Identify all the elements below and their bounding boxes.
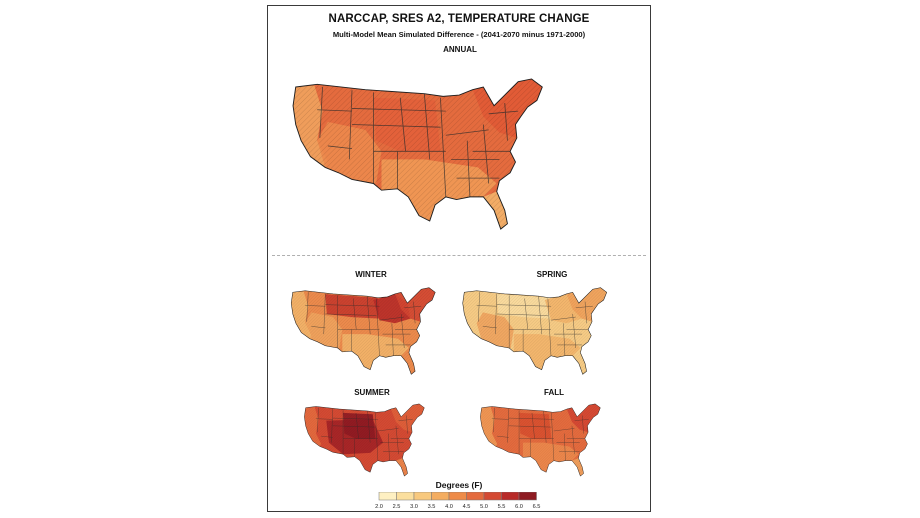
legend-swatch [396, 492, 415, 501]
winter-national-outline [290, 287, 436, 375]
fall-state-borders [491, 407, 589, 461]
map-annual [292, 78, 543, 230]
legend-swatch [448, 492, 467, 501]
summer-national-outline [304, 403, 425, 477]
map-fall [480, 403, 601, 477]
figure-frame: NARCCAP, SRES A2, TEMPERATURE CHANGE Mul… [267, 5, 651, 512]
legend-tick-label: 5.0 [480, 504, 488, 510]
legend-swatch [501, 492, 520, 501]
legend-tick-label: 3.5 [428, 504, 436, 510]
legend-tick-label: 6.0 [515, 504, 523, 510]
legend-tick-label: 4.0 [445, 504, 453, 510]
legend-swatch [431, 492, 450, 501]
legend-swatch [378, 492, 397, 501]
spring-national-outline [462, 287, 608, 375]
legend-tick-label: 3.0 [410, 504, 418, 510]
legend-swatch [466, 492, 485, 501]
legend-tick-label: 2.0 [375, 504, 383, 510]
legend-tick-label: 5.5 [498, 504, 506, 510]
map-summer [304, 403, 425, 477]
legend-tick-label: 6.5 [533, 504, 541, 510]
legend-swatch [483, 492, 502, 501]
divider [272, 255, 646, 256]
legend-colorbar: 2.0 2.5 3.0 3.5 4.0 4.5 5.0 5.5 6.0 6.5 [375, 492, 541, 510]
legend-tick-label: 4.5 [463, 504, 471, 510]
figure-title: NARCCAP, SRES A2, TEMPERATURE CHANGE [328, 13, 590, 25]
panel-label-fall: FALL [544, 388, 564, 397]
map-winter [290, 287, 436, 375]
spring-state-borders [476, 292, 593, 356]
panel-label-winter: WINTER [355, 270, 387, 279]
fall-national-outline [480, 403, 601, 477]
legend-swatch [413, 492, 432, 501]
panel-label-spring: SPRING [536, 270, 568, 279]
figure-subtitle: Multi-Model Mean Simulated Difference - … [332, 30, 586, 39]
legend-title: Degrees (F) [435, 480, 483, 490]
annual-national-outline [292, 78, 543, 230]
panel-label-annual: ANNUAL [443, 45, 477, 54]
annual-state-borders [317, 86, 519, 197]
panel-label-summer: SUMMER [354, 388, 390, 397]
map-spring [462, 287, 608, 375]
legend-tick-label: 2.5 [393, 504, 401, 510]
legend-swatch [518, 492, 537, 501]
winter-state-borders [305, 292, 422, 356]
summer-state-borders [315, 407, 413, 461]
